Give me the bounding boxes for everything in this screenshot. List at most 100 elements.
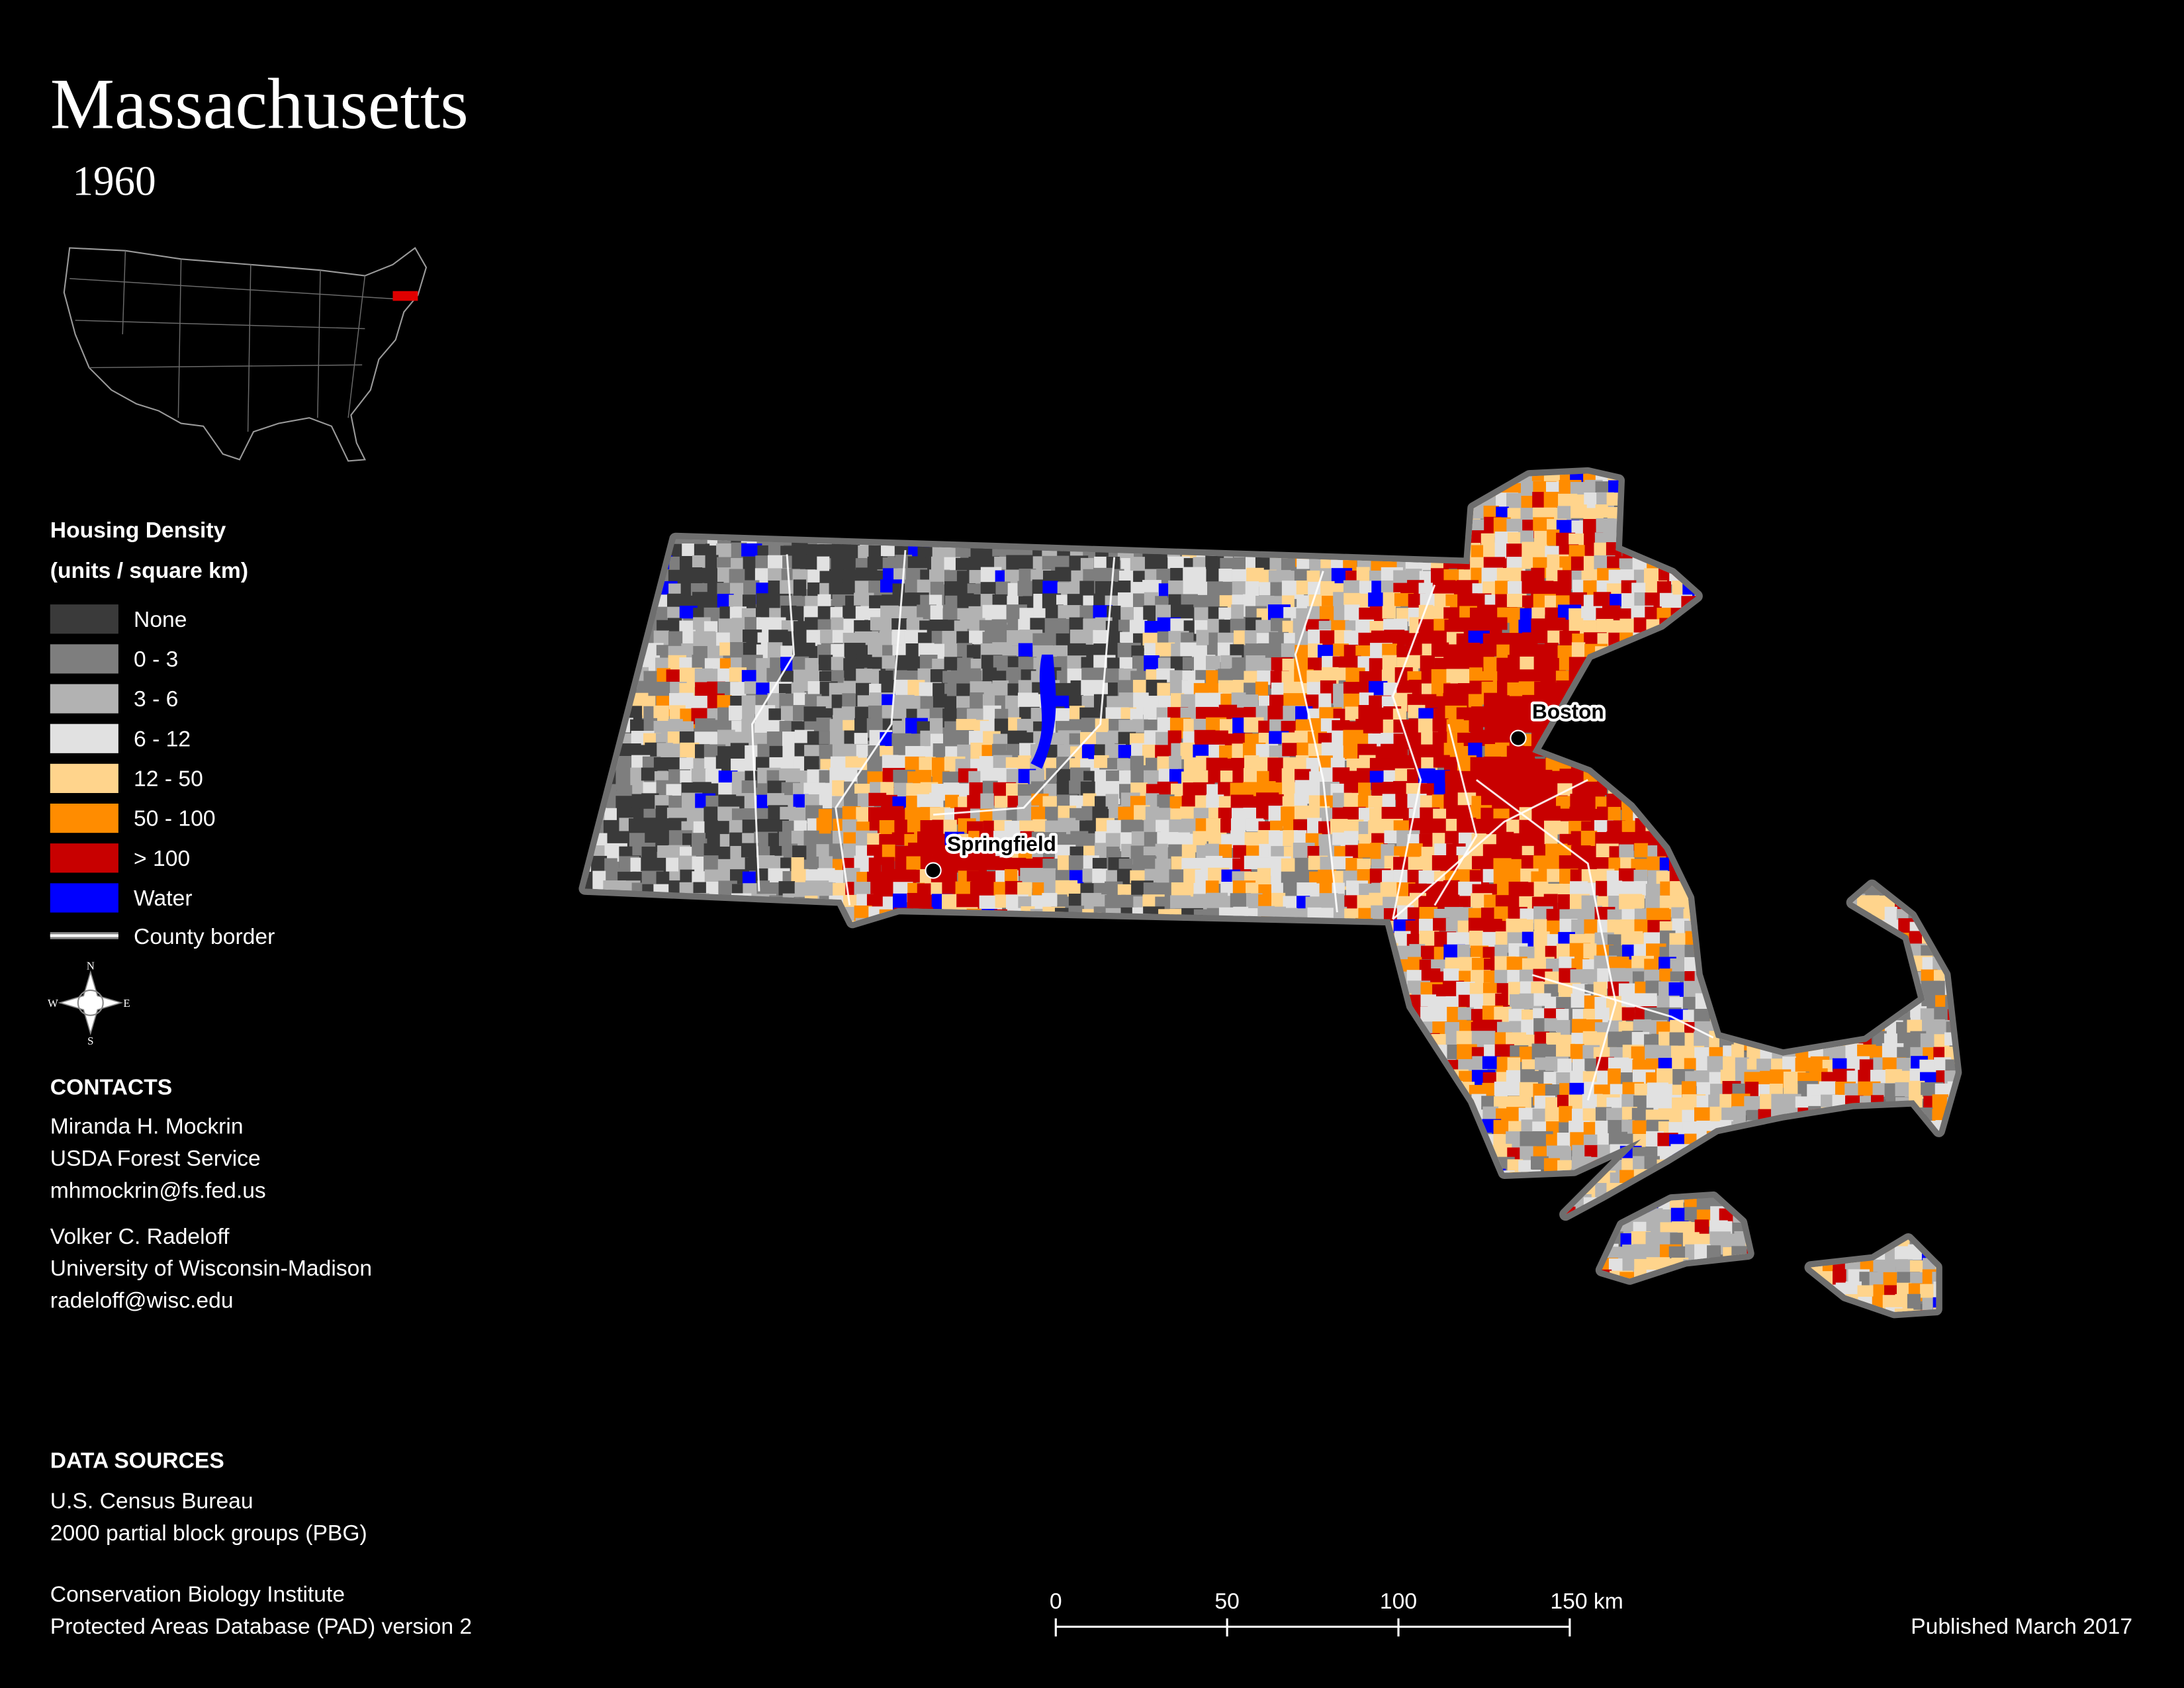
- density-cell: [1670, 808, 1695, 826]
- density-cell: [1105, 473, 1121, 491]
- density-cell: [1797, 792, 1815, 813]
- density-cell: [584, 996, 596, 1015]
- density-cell: [591, 1006, 609, 1025]
- density-cell: [1268, 1019, 1289, 1033]
- density-cell: [1697, 883, 1720, 906]
- density-cell: [753, 473, 768, 483]
- density-cell: [705, 957, 726, 971]
- density-cell: [1019, 920, 1032, 934]
- density-cell: [866, 473, 881, 491]
- density-cell: [1344, 955, 1365, 975]
- density-cell: [1870, 931, 1888, 945]
- density-cell: [1883, 680, 1904, 698]
- density-cell: [1821, 693, 1843, 708]
- density-cell: [1759, 545, 1780, 565]
- density-cell: [1770, 632, 1788, 647]
- density-cell: [631, 919, 647, 938]
- density-cell: [1958, 643, 1978, 656]
- density-cell: [1735, 943, 1751, 961]
- density-cell: [1308, 530, 1325, 551]
- density-cell: [1043, 473, 1067, 485]
- legend-swatch: [50, 843, 118, 873]
- density-cell: [805, 995, 821, 1011]
- density-cell: [1747, 846, 1766, 868]
- density-cell: [1834, 473, 1848, 485]
- density-cell: [1923, 669, 1943, 687]
- density-cell: [994, 934, 1013, 951]
- density-cell: [1747, 632, 1770, 657]
- density-cell: [1948, 530, 1956, 545]
- density-cell: [1910, 693, 1934, 713]
- density-cell: [1735, 993, 1754, 1011]
- density-cell: [779, 982, 801, 1002]
- density-cell: [858, 479, 878, 500]
- density-cell: [868, 481, 889, 501]
- density-cell: [1821, 720, 1838, 737]
- density-cell: [1869, 508, 1887, 527]
- density-cell: [1258, 504, 1277, 518]
- density-cell: [1872, 692, 1889, 715]
- density-cell: [603, 1018, 621, 1038]
- density-cell: [1795, 883, 1810, 906]
- density-cell: [1896, 620, 1913, 633]
- density-cell: [678, 921, 692, 937]
- density-cell: [817, 931, 841, 949]
- density-cell: [1005, 971, 1019, 986]
- density-cell: [1170, 492, 1187, 513]
- density-cell: [1770, 846, 1792, 867]
- density-cell: [1796, 543, 1811, 561]
- density-cell: [1871, 483, 1884, 506]
- density-cell: [917, 918, 931, 932]
- density-cell: [933, 494, 947, 513]
- density-cell: [803, 830, 819, 846]
- density-cell: [1584, 682, 1608, 698]
- density-cell: [992, 642, 1012, 657]
- density-cell: [1923, 630, 1940, 645]
- density-cell: [1907, 655, 1925, 672]
- density-cell: [1958, 546, 1980, 567]
- density-cell: [1093, 506, 1113, 524]
- density-cell: [1884, 818, 1900, 834]
- density-cell: [1418, 506, 1439, 524]
- density-cell: [1961, 655, 1983, 677]
- density-cell: [1207, 529, 1230, 552]
- density-cell: [1771, 718, 1793, 734]
- density-cell: [844, 508, 858, 527]
- density-cell: [1821, 943, 1843, 957]
- density-cell: [958, 933, 971, 957]
- density-cell: [1833, 869, 1852, 890]
- density-cell: [958, 518, 979, 538]
- density-cell: [980, 921, 995, 945]
- density-cell: [743, 504, 765, 519]
- density-cell: [1208, 933, 1230, 949]
- density-cell: [1682, 755, 1702, 771]
- density-cell: [618, 491, 633, 507]
- density-cell: [1948, 768, 1956, 787]
- density-cell: [1406, 479, 1426, 498]
- density-cell: [1735, 483, 1754, 502]
- density-cell: [1935, 933, 1952, 950]
- density-cell: [1383, 520, 1402, 543]
- density-cell: [644, 557, 662, 579]
- density-cell: [693, 473, 711, 485]
- density-cell: [1056, 1018, 1077, 1039]
- density-cell: [1005, 529, 1028, 545]
- density-cell: [1719, 807, 1735, 823]
- density-cell: [1008, 1019, 1027, 1036]
- density-cell: [1769, 669, 1790, 690]
- density-cell: [1760, 719, 1780, 741]
- density-cell: [1756, 630, 1772, 645]
- density-cell: [1907, 473, 1922, 482]
- density-cell: [895, 921, 918, 935]
- density-cell: [1320, 1007, 1338, 1021]
- density-cell: [930, 605, 943, 621]
- density-cell: [591, 481, 606, 496]
- density-cell: [879, 1008, 895, 1023]
- density-cell: [1281, 921, 1302, 941]
- density-cell: [905, 995, 926, 1009]
- density-cell: [1320, 931, 1343, 946]
- density-cell: [754, 984, 774, 1002]
- density-cell: [656, 933, 680, 949]
- density-cell: [1633, 782, 1649, 800]
- density-cell: [1167, 730, 1182, 745]
